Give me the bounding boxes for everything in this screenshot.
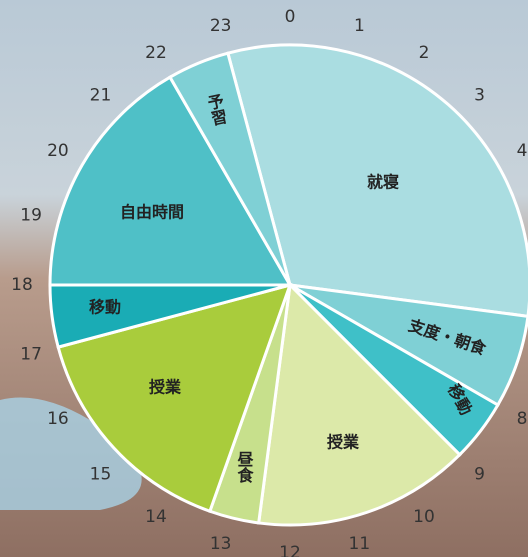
slice-label: 移動 bbox=[89, 298, 121, 317]
hour-label: 2 bbox=[419, 43, 430, 63]
chart: 就寝支度・朝食移動授業昼食授業移動自由時間予習 0123456789101112… bbox=[0, 0, 528, 557]
hour-label: 22 bbox=[145, 43, 167, 63]
hour-label: 21 bbox=[90, 85, 112, 105]
slice-label: 就寝 bbox=[367, 173, 399, 192]
slice-label: 自由時間 bbox=[120, 203, 184, 222]
hour-label: 19 bbox=[20, 206, 42, 226]
slice-label: 授業 bbox=[327, 433, 360, 452]
hour-label: 18 bbox=[11, 275, 33, 295]
hour-label: 13 bbox=[210, 534, 232, 554]
hour-label: 23 bbox=[210, 16, 232, 36]
hour-label: 15 bbox=[90, 465, 112, 485]
hour-label: 0 bbox=[285, 7, 296, 27]
hour-label: 17 bbox=[20, 344, 42, 364]
hour-label: 11 bbox=[349, 534, 371, 554]
slice-label: 授業 bbox=[149, 378, 182, 397]
hour-label: 14 bbox=[145, 507, 167, 527]
hour-label: 8 bbox=[517, 409, 528, 429]
hour-label: 12 bbox=[279, 543, 301, 557]
hour-label: 10 bbox=[413, 507, 435, 527]
hour-label: 4 bbox=[517, 141, 528, 161]
hour-label: 3 bbox=[474, 85, 485, 105]
slice-label: 昼食 bbox=[235, 451, 255, 484]
hour-label: 16 bbox=[47, 409, 69, 429]
hour-label: 20 bbox=[47, 141, 69, 161]
hour-label: 9 bbox=[474, 465, 485, 485]
hour-label: 1 bbox=[354, 16, 365, 36]
